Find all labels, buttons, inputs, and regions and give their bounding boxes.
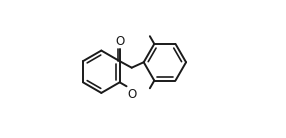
Text: O: O (127, 88, 136, 101)
Text: O: O (115, 35, 124, 48)
